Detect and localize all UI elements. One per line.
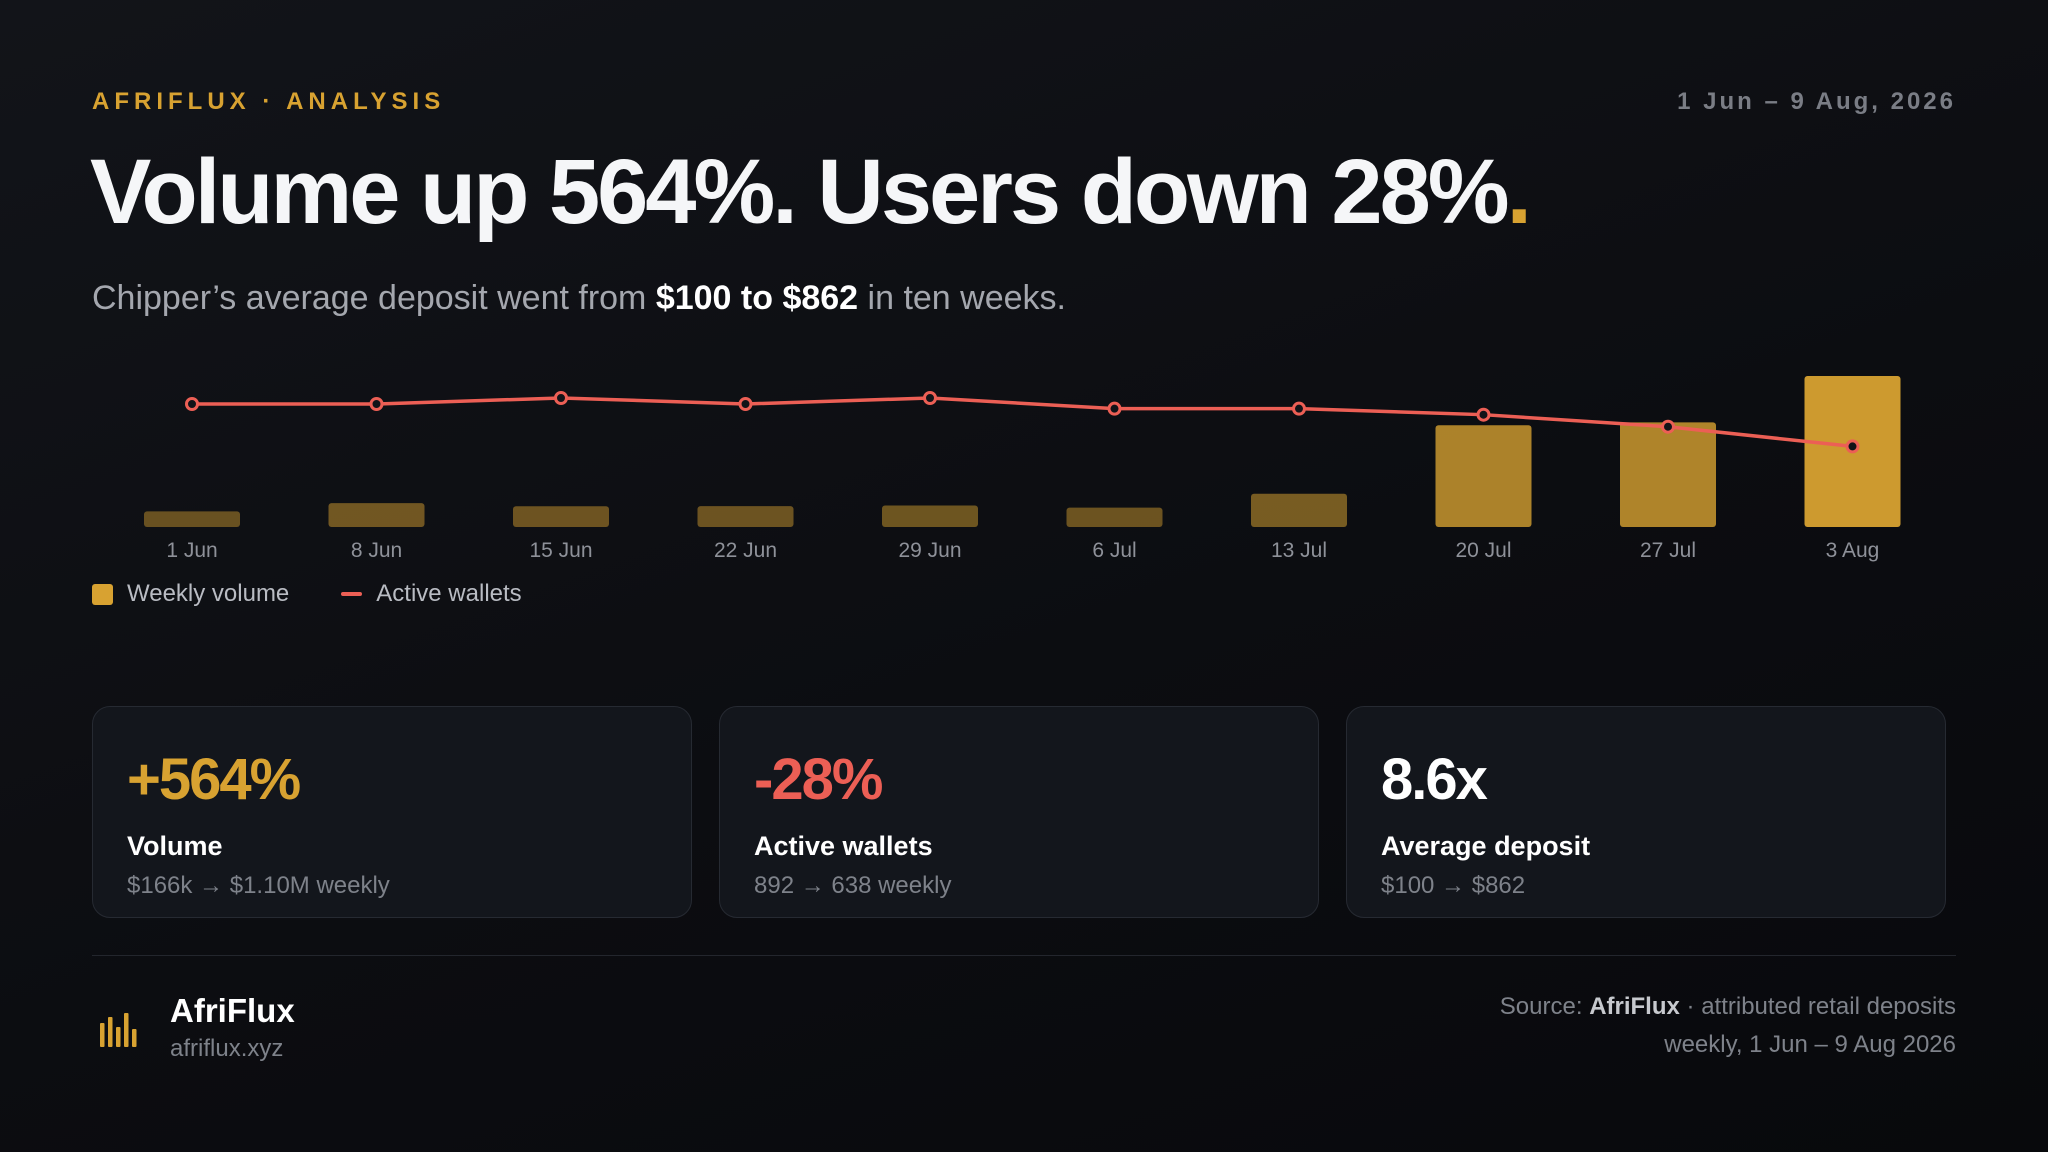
stat-detail: $100 → $862 [1381, 872, 1526, 899]
volume-bar [1251, 493, 1347, 527]
wallets-point [1107, 401, 1122, 416]
volume-bar [1066, 507, 1163, 527]
wallets-line [185, 390, 1860, 454]
stat-detail: 892 → 638 weekly [754, 872, 952, 899]
volume-bars [144, 376, 1901, 527]
source-prefix: Source: [1499, 993, 1590, 1020]
stat-card-wallets: -28% Active wallets 892 → 638 weekly [719, 706, 1319, 918]
wallets-point [185, 397, 199, 411]
wallets-series-line [192, 396, 1853, 449]
wallets-point [1476, 407, 1491, 422]
stat-card-deposit: 8.6x Average deposit $100 → $862 [1346, 706, 1946, 918]
x-tick-label: 1 Jun [166, 539, 217, 562]
wallets-point [554, 390, 568, 405]
stat-cards: +564% Volume $166k → $1.10M weekly -28% … [92, 706, 1946, 918]
subhead-highlight: $100 to $862 [655, 279, 859, 317]
chart-legend: Weekly volume Active wallets [92, 580, 522, 608]
volume-bar [328, 503, 425, 527]
x-tick-label: 6 Jul [1092, 539, 1136, 562]
brand-url[interactable]: afriflux.xyz [170, 1035, 284, 1063]
legend-item-wallets: Active wallets [341, 580, 522, 608]
wallets-point [1292, 401, 1306, 416]
source-line-1: Source: AfriFlux · attributed retail dep… [1500, 988, 1956, 1026]
x-tick-label: 8 Jun [351, 539, 402, 562]
volume-bar [882, 505, 978, 527]
stat-detail: $166k → $1.10M weekly [127, 872, 390, 899]
x-tick-label: 20 Jul [1455, 539, 1511, 562]
volume-bar [144, 511, 240, 527]
stat-value: +564% [127, 747, 301, 812]
source-suffix: · attributed retail deposits [1679, 993, 1956, 1020]
source-note: Source: AfriFlux · attributed retail dep… [1500, 988, 1956, 1064]
brand-block: AfriFlux afriflux.xyz [100, 992, 295, 1063]
x-tick-label: 22 Jun [714, 539, 777, 562]
stat-label: Volume [127, 831, 223, 861]
volume-bar [513, 506, 609, 527]
subhead: Chipper’s average deposit went from $100… [92, 279, 1066, 318]
combo-chart: 1 Jun 8 Jun 15 Jun 22 Jun 29 Jun 6 Jul 13 Jul 2… [144, 376, 1901, 562]
kicker: AFRIFLUX · ANALYSIS [92, 88, 446, 115]
stat-label: Active wallets [754, 831, 933, 861]
volume-bar [697, 506, 794, 527]
legend-swatch-wallets [341, 592, 363, 596]
footer-divider [92, 955, 1956, 956]
wallets-point [923, 390, 937, 405]
x-tick-label: 27 Jul [1640, 539, 1696, 562]
volume-bar [1435, 425, 1532, 527]
wallets-point [369, 397, 384, 411]
legend-label-volume: Weekly volume [127, 580, 290, 607]
subhead-pre: Chipper’s average deposit went from [92, 279, 656, 317]
headline-dot: . [1506, 141, 1533, 243]
volume-bar [1620, 422, 1716, 527]
headline-text: Volume up 564%. Users down 28% [90, 141, 1510, 243]
date-range: 1 Jun – 9 Aug, 2026 [1677, 88, 1956, 115]
stat-value: -28% [754, 747, 883, 812]
wallets-point [1845, 439, 1860, 454]
stat-label: Average deposit [1381, 831, 1591, 861]
x-tick-label: 3 Aug [1826, 539, 1880, 562]
x-tick-label: 13 Jul [1271, 539, 1327, 562]
subhead-post: in ten weeks. [858, 279, 1066, 317]
x-tick-label: 15 Jun [529, 539, 592, 562]
bar-chart-logo-icon [100, 1013, 137, 1047]
brand-name: AfriFlux [170, 992, 295, 1029]
stat-value: 8.6x [1381, 747, 1488, 812]
stat-card-volume: +564% Volume $166k → $1.10M weekly [92, 706, 692, 918]
wallets-point [738, 397, 753, 411]
x-axis-labels: 1 Jun 8 Jun 15 Jun 22 Jun 29 Jun 6 Jul 13 Jul 2… [166, 539, 1879, 562]
source-brand: AfriFlux [1589, 993, 1680, 1020]
legend-label-wallets: Active wallets [376, 580, 522, 607]
headline: Volume up 564%. Users down 28%. [90, 141, 1533, 243]
wallets-point [1661, 419, 1675, 434]
x-tick-label: 29 Jun [898, 539, 961, 562]
legend-swatch-volume [92, 583, 113, 605]
legend-item-volume: Weekly volume [92, 580, 289, 608]
source-line-2: weekly, 1 Jun – 9 Aug 2026 [1664, 1031, 1956, 1058]
brand-text: AfriFlux afriflux.xyz [170, 992, 295, 1063]
